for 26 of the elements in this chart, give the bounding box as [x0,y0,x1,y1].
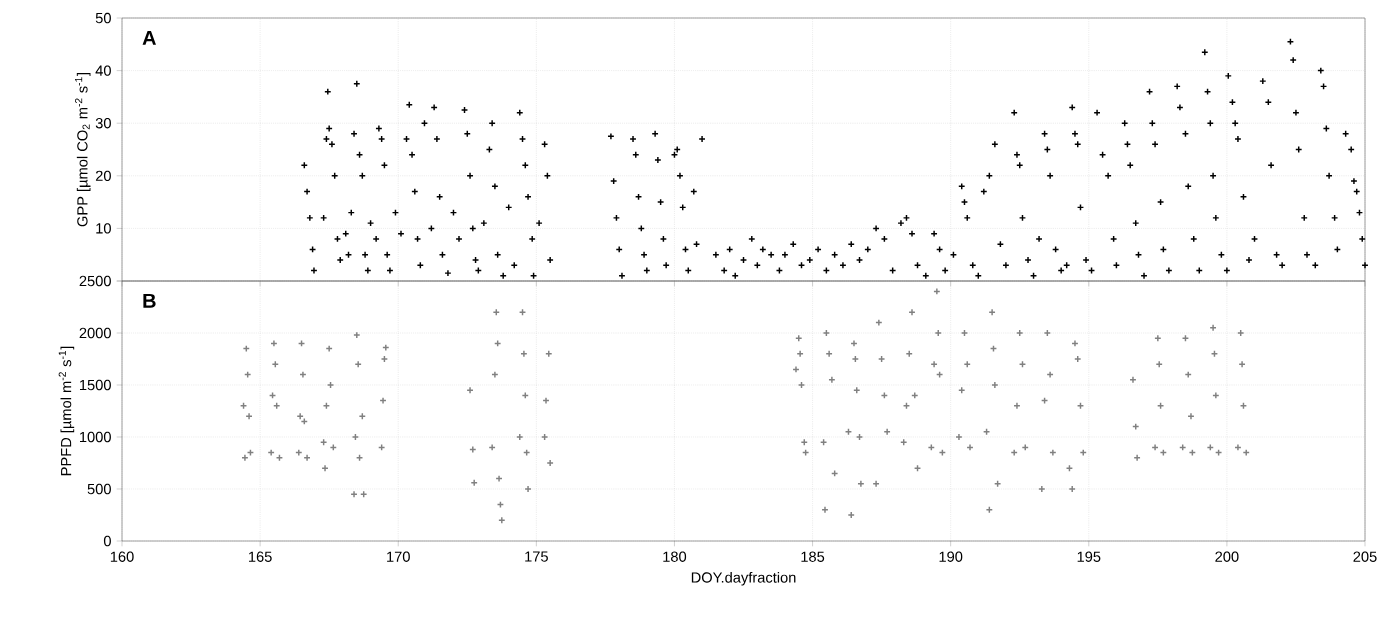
x-tick-label: 205 [1353,551,1377,562]
x-tick-label: 160 [110,551,134,562]
x-tick-label: 200 [1215,551,1239,562]
y-axis-title: PPFD [µmol m$^{-2}$ s$^{-1}$] [58,346,75,476]
annotation: B [143,293,156,308]
y-tick-label: 2000 [79,327,111,339]
y-tick-label: 1000 [80,431,111,443]
x-tick-label: 180 [663,551,687,562]
y-tick-label: 2500 [79,275,111,287]
y-tick-label: 40 [95,65,111,76]
y-axis-title: GPP [µmol CO$_{2}$ m$^{-2}$ s$^{-1}$] [74,73,91,227]
x-tick-label: 175 [525,551,548,562]
y-tick-label: 1500 [80,379,111,391]
x-tick-label: 195 [1077,551,1101,562]
x-tick-label: 185 [801,551,825,562]
x-tick-label: 170 [387,551,410,562]
y-tick-label: 500 [87,483,111,495]
y-tick-label: 0 [103,535,111,547]
y-tick-label: 50 [95,12,111,24]
x-tick-label: 165 [248,551,272,562]
y-tick-label: 30 [95,118,111,129]
y-tick-label: 10 [96,223,111,234]
x-tick-label: 190 [939,551,963,562]
x-axis-title: DOY.dayfraction [691,571,796,586]
y-tick-label: 20 [95,170,111,181]
annotation: A [142,31,156,45]
